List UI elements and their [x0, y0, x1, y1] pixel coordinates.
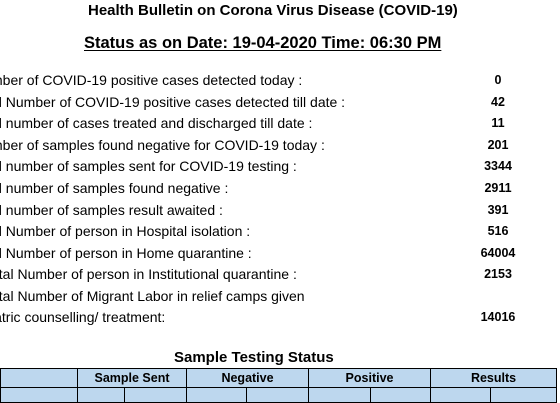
stat-label: al number of samples found negative :: [0, 179, 229, 196]
table-cell: [0, 387, 78, 403]
stat-row-positive-total: al Number of COVID-19 positive cases det…: [0, 90, 560, 112]
table-header-positive: Positive: [308, 368, 432, 388]
sample-testing-title: Sample Testing Status: [174, 349, 334, 366]
stat-row-negative-today: mber of samples found negative for COVID…: [0, 133, 560, 155]
bulletin-title: Health Bulletin on Corona Virus Disease …: [88, 2, 458, 19]
statistics-list: mber of COVID-19 positive cases detected…: [0, 68, 560, 327]
stat-row-positive-today: mber of COVID-19 positive cases detected…: [0, 68, 560, 90]
table-header-cell: [0, 368, 78, 388]
table-cell: [124, 387, 187, 403]
table-header-negative: Negative: [185, 368, 310, 388]
stat-label: mber of COVID-19 positive cases detected…: [0, 72, 303, 88]
stat-label: al Number of COVID-19 positive cases det…: [0, 93, 346, 110]
table-cell: [245, 387, 310, 403]
stat-value: 0: [494, 73, 502, 87]
stat-value: 516: [487, 224, 509, 239]
stat-label: otal Number of Migrant Labor in relief c…: [0, 287, 305, 325]
stat-label: otal Number of person in Institutional q…: [0, 266, 297, 283]
stat-label: al Number of person in Hospital isolatio…: [0, 223, 251, 240]
table-cell: [308, 387, 372, 403]
stat-value: 64004: [480, 245, 516, 260]
stat-row-home-quarantine: al Number of person in Home quarantine :…: [0, 241, 560, 263]
table-cell: [370, 387, 432, 403]
stat-row-hospital-isolation: al Number of person in Hospital isolatio…: [0, 219, 560, 241]
stat-row-discharged: al number of cases treated and discharge…: [0, 111, 560, 133]
table-cell: [77, 387, 125, 403]
table-cell: [490, 387, 558, 403]
stat-label: al number of samples sent for COVID-19 t…: [0, 158, 297, 175]
table-header-sample-sent: Sample Sent: [77, 368, 187, 388]
stat-value: 14016: [480, 309, 516, 324]
stat-row-results-awaited: al number of samples result awaited : 39…: [0, 198, 560, 220]
table-cell: [430, 387, 492, 403]
status-heading: Status as on Date: 19-04-2020 Time: 06:3…: [84, 34, 442, 52]
table-cell: [186, 387, 247, 403]
stat-label: al Number of person in Home quarantine :: [0, 244, 252, 261]
stat-label: al number of samples result awaited :: [0, 201, 223, 218]
sample-testing-table: Sample Sent Negative Positive Results: [0, 368, 558, 403]
stat-label: al number of cases treated and discharge…: [0, 115, 313, 132]
stat-value: 42: [491, 94, 505, 109]
stat-row-institutional-quarantine: otal Number of person in Institutional q…: [0, 262, 560, 284]
stat-row-samples-sent: al number of samples sent for COVID-19 t…: [0, 154, 560, 176]
table-header-results: Results: [430, 368, 558, 388]
stat-value: 3344: [484, 159, 512, 174]
stat-value: 201: [487, 137, 509, 152]
stat-row-migrant-labor: otal Number of Migrant Labor in relief c…: [0, 284, 560, 327]
table-subheader-row: [0, 387, 558, 403]
table-header-row: Sample Sent Negative Positive Results: [0, 368, 558, 388]
stat-label: mber of samples found negative for COVID…: [0, 136, 325, 153]
stat-value: 2153: [484, 267, 512, 282]
stat-row-samples-negative: al number of samples found negative : 29…: [0, 176, 560, 198]
stat-value: 2911: [484, 180, 512, 195]
stat-value: 11: [491, 116, 505, 131]
stat-value: 391: [487, 202, 509, 217]
